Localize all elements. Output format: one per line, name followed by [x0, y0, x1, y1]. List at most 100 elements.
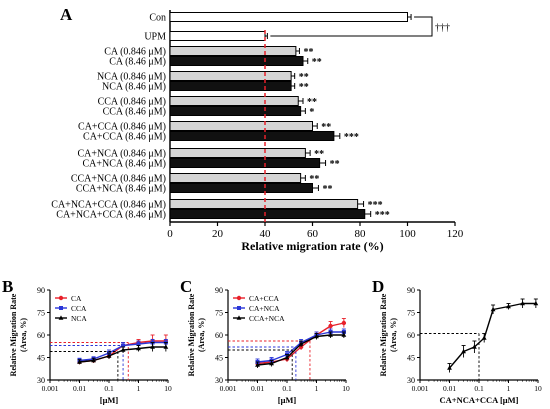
bar — [169, 183, 313, 193]
panel-label: C — [180, 277, 192, 296]
x-tick-label: 10 — [534, 384, 542, 393]
series-line — [448, 302, 536, 369]
x-tick-label: 0.1 — [282, 384, 292, 393]
data-point — [121, 343, 126, 348]
y-tick-label: 60 — [407, 331, 415, 340]
legend-label: CCA+NCA — [249, 314, 285, 323]
bar — [169, 173, 302, 183]
data-point — [136, 345, 141, 351]
y-tick-label: 90 — [215, 286, 223, 295]
x-tick-label: 120 — [447, 228, 464, 240]
legend-label: CA+NCA — [249, 304, 280, 313]
bar-label: CCA+NCA (0.846 μM) — [71, 174, 166, 185]
data-point — [520, 300, 525, 306]
bar — [169, 131, 335, 141]
bar — [169, 148, 306, 158]
y-axis-label-line: Relative Migration Rate — [9, 293, 18, 376]
x-tick-label: 0.01 — [73, 384, 86, 393]
x-tick-label: 80 — [355, 228, 367, 240]
x-axis-label: [μM] — [278, 395, 297, 405]
significance-mark: ** — [307, 97, 317, 108]
bar — [169, 56, 304, 66]
y-tick-label: 90 — [37, 286, 45, 295]
legend-marker — [58, 315, 64, 320]
bar — [169, 209, 366, 219]
panel-label-a: A — [60, 5, 73, 24]
data-point — [328, 332, 333, 337]
x-tick-label: 20 — [212, 228, 224, 240]
y-tick-label: 75 — [37, 309, 45, 318]
data-point — [77, 359, 82, 364]
x-tick-label: 1 — [507, 384, 511, 393]
legend-label: CCA — [71, 304, 87, 313]
significance-mark: ** — [299, 82, 309, 93]
x-tick-label: 60 — [307, 228, 319, 240]
bar-label: CA+CCA (8.46 μM) — [83, 132, 166, 143]
panel-a: A 0 20 40 60 80 100 120 Relative migration rate … — [51, 5, 463, 253]
bar — [169, 121, 313, 131]
x-tick-label: 0.001 — [42, 384, 59, 393]
y-axis-label: Relative Migration Rate(Area, %) — [187, 293, 206, 376]
y-tick-label: 60 — [215, 331, 223, 340]
significance-mark: ** — [314, 149, 324, 160]
bar-label: CA+CCA (0.846 μM) — [78, 122, 166, 133]
x-tick-label: 0.1 — [104, 384, 114, 393]
legend-marker — [237, 306, 241, 310]
bar-label: CA+NCA+CCA (0.846 μM) — [51, 200, 166, 211]
x-tick-label: 0.001 — [412, 384, 429, 393]
y-axis-label-line: Relative Migration Rate — [379, 293, 388, 376]
data-point — [163, 344, 169, 349]
bar-label: CCA (0.846 μM) — [98, 97, 166, 108]
panel-label: B — [2, 277, 13, 296]
x-tick-label: 0.001 — [220, 384, 237, 393]
significance-mark: ** — [321, 122, 331, 133]
y-tick-label: 60 — [37, 331, 45, 340]
legend-marker — [236, 315, 242, 320]
bar — [169, 31, 266, 41]
bar-label: UPM — [144, 32, 166, 43]
x-axis-label: [μM] — [100, 395, 119, 405]
bar-label: CA+NCA+CCA (8.46 μM) — [56, 210, 166, 221]
panel-b: B 30 45 60 75 90 0.001 0.01 0.1 1 10 [μM] Relative M… — [2, 277, 172, 405]
legend-marker — [58, 295, 64, 301]
data-point — [120, 347, 126, 352]
y-tick-label: 45 — [215, 354, 223, 363]
significance-mark: ** — [312, 57, 322, 68]
data-point — [490, 306, 496, 312]
data-point — [284, 354, 290, 360]
bar-label: CA+NCA (0.846 μM) — [77, 149, 166, 160]
y-axis-label: Relative Migration Rate(Area, %) — [379, 293, 398, 376]
y-tick-label: 75 — [215, 309, 223, 318]
data-point — [314, 333, 319, 339]
bar — [169, 81, 292, 91]
bar — [169, 106, 302, 116]
x-tick-label: 10 — [342, 384, 350, 393]
bar-label: NCA (0.846 μM) — [97, 72, 166, 83]
bar-label: NCA (8.46 μM) — [102, 82, 166, 93]
x-tick-label: 100 — [399, 228, 416, 240]
bar — [169, 71, 292, 81]
significance-mark: ** — [330, 159, 340, 170]
legend-marker — [59, 306, 63, 310]
panel-label: D — [372, 277, 384, 296]
x-tick-label: 0.1 — [474, 384, 484, 393]
x-axis-label: CA+NCA+CCA [μM] — [440, 395, 519, 405]
y-tick-label: 75 — [407, 309, 415, 318]
x-axis-label: Relative migration rate (%) — [241, 239, 383, 253]
bar — [169, 46, 297, 56]
bracket-significance: ††† — [435, 23, 450, 34]
bar-label: CA (8.46 μM) — [109, 57, 166, 68]
y-axis-label-line: (Area, %) — [197, 318, 206, 352]
x-tick-label: 10 — [164, 384, 172, 393]
bar-label: CCA+NCA (8.46 μM) — [76, 184, 166, 195]
significance-mark: * — [309, 107, 314, 118]
bar-label: CA (0.846 μM) — [104, 47, 166, 58]
significance-mark: *** — [368, 200, 383, 211]
x-tick-label: 1 — [137, 384, 141, 393]
y-axis-label-line: (Area, %) — [389, 318, 398, 352]
bar-label: Con — [149, 13, 166, 24]
bar-label: CA+NCA (8.46 μM) — [82, 159, 166, 170]
significance-mark: *** — [375, 210, 390, 221]
bar — [169, 96, 299, 106]
bar — [169, 12, 408, 22]
